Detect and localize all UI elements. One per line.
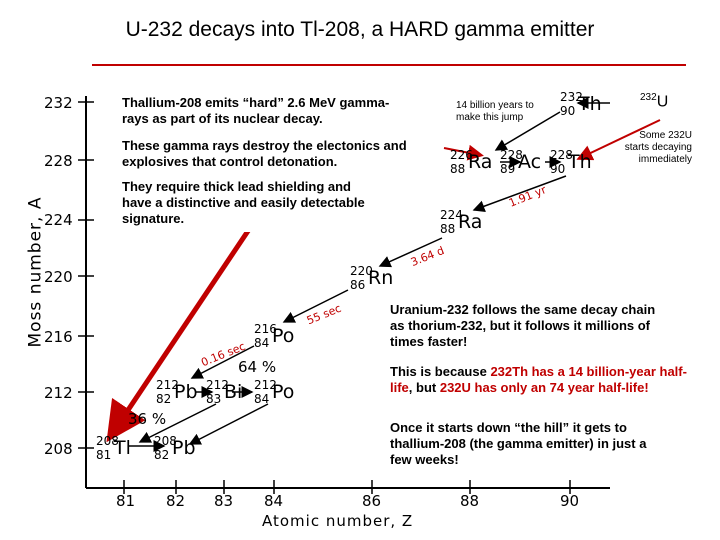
- y-tick-label-220: 220: [44, 268, 73, 286]
- isotope-symbol: Bi: [224, 381, 243, 403]
- note-because-th: 232Th has a 14 billion-year half-life: [390, 364, 687, 395]
- label-64pct: 64 %: [238, 358, 277, 376]
- isotope-mass: 212: [156, 378, 179, 392]
- arrow-ra224-rn220: [378, 237, 443, 268]
- isotope-symbol: Ra: [458, 211, 483, 233]
- y-tick-label-232: 232: [44, 94, 73, 112]
- isotope-number: 90: [550, 162, 566, 176]
- isotope-mass: 212: [254, 378, 277, 392]
- isotope-number: 81: [96, 448, 112, 462]
- y-tick-label-212: 212: [44, 384, 73, 402]
- isotope-number: 90: [560, 104, 576, 118]
- isotope-mass: 232: [560, 90, 583, 104]
- isotope-mass: 208: [154, 434, 177, 448]
- note-destroy: These gamma rays destroy the electonics …: [122, 138, 407, 169]
- note-some-u: Some 232U starts decaying immediately: [624, 130, 692, 165]
- isotope-number: 82: [156, 392, 172, 406]
- isotope-u232: 232U: [640, 92, 668, 111]
- u232-symbol: U: [656, 93, 669, 111]
- u232-mass: 232: [640, 92, 657, 103]
- arrow-po216-pb212: [190, 345, 255, 379]
- note-shielding: They require thick lead shielding and ha…: [122, 179, 365, 226]
- x-tick-label-84: 84: [264, 492, 284, 510]
- red-arrow-billion: [443, 144, 484, 161]
- isotope-mass: 228: [550, 148, 573, 162]
- x-tick-label-81: 81: [116, 492, 136, 510]
- isotope-symbol: Th: [578, 93, 602, 115]
- isotope-number: 82: [154, 448, 170, 462]
- isotope-symbol: Pb: [174, 381, 198, 403]
- x-tick-label-83: 83: [214, 492, 234, 510]
- isotope-number: 88: [450, 162, 466, 176]
- x-tick-label-82: 82: [166, 492, 186, 510]
- note-follows: Uranium-232 follows the same decay chain…: [390, 302, 656, 349]
- note-because-u: 232U has only an 74 year half-life!: [439, 380, 649, 395]
- x-tick-label-86: 86: [362, 492, 382, 510]
- y-axis-label: Moss number, A: [25, 196, 46, 348]
- isotope-symbol: Rn: [368, 267, 394, 289]
- label-36pct: 36 %: [128, 410, 167, 428]
- title-rule: [92, 64, 686, 66]
- isotope-symbol: Ac: [518, 151, 542, 173]
- y-tick-label-228: 228: [44, 152, 73, 170]
- arrow-bi-tl: [138, 403, 217, 443]
- note-because: This is because 232Th has a 14 billion-y…: [390, 364, 690, 396]
- page-title: U-232 decays into Tl-208, a HARD gamma e…: [125, 18, 595, 41]
- note-because-1: This is because: [390, 364, 491, 379]
- isotope-mass: 228: [500, 148, 523, 162]
- isotope-symbol: Th: [568, 151, 592, 173]
- y-tick-label-216: 216: [44, 328, 73, 346]
- arrow-th228-ra224: [472, 175, 567, 212]
- isotope-mass: 220: [350, 264, 373, 278]
- isotope-symbol: Ra: [468, 151, 493, 173]
- isotope-symbol: Pb: [172, 437, 196, 459]
- isotope-number: 88: [440, 222, 456, 236]
- isotope-symbol: Po: [272, 325, 295, 347]
- red-arrow-some-u: [576, 119, 661, 161]
- isotope-symbol: Po: [272, 381, 295, 403]
- isotope-number: 83: [206, 392, 222, 406]
- arrow-po212-pb208: [188, 403, 269, 445]
- y-tick-label-224: 224: [44, 211, 73, 229]
- x-tick-label-90: 90: [560, 492, 580, 510]
- y-tick-label-208: 208: [44, 440, 73, 458]
- note-tl-gamma: Thallium-208 emits “hard” 2.6 MeV gamma-…: [122, 95, 390, 126]
- isotope-mass: 216: [254, 322, 277, 336]
- red-arrow-to-tl: [106, 208, 265, 443]
- notes-box: [118, 92, 414, 232]
- isotope-mass: 208: [96, 434, 119, 448]
- isotope-number: 84: [254, 392, 270, 406]
- isotope-number: 86: [350, 278, 366, 292]
- isotope-mass: 224: [440, 208, 463, 222]
- isotope-mass: 212: [206, 378, 229, 392]
- isotope-number: 84: [254, 336, 270, 350]
- note-hill: Once it starts down “the hill” it gets t…: [390, 420, 647, 467]
- isotope-mass: 226: [450, 148, 473, 162]
- note-because-2: , but: [408, 380, 440, 395]
- x-axis-label: Atomic number, Z: [262, 512, 414, 530]
- x-tick-label-88: 88: [460, 492, 480, 510]
- arrow-th232-ra228: [494, 111, 561, 151]
- arrow-rn-po216: [282, 289, 349, 323]
- note-billion: 14 billion years to make this jump: [456, 100, 534, 123]
- isotope-number: 89: [500, 162, 516, 176]
- isotope-symbol: Tl: [114, 437, 131, 459]
